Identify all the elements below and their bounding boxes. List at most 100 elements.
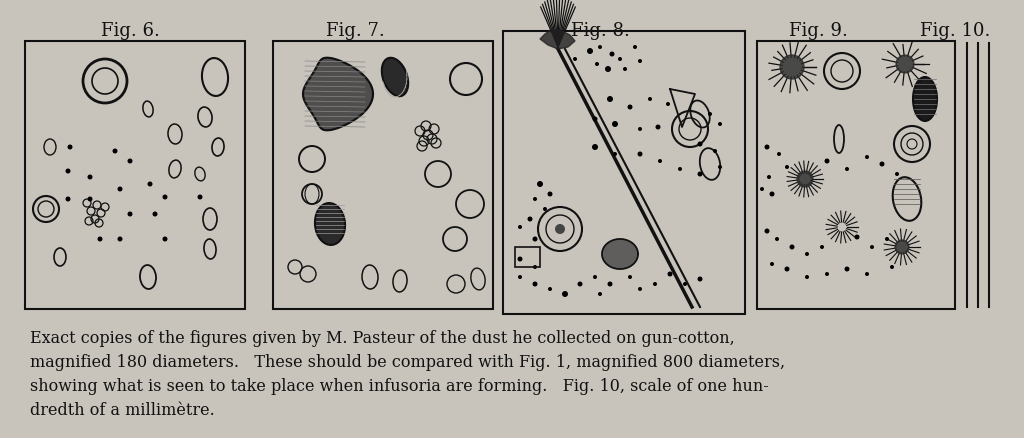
Circle shape	[607, 97, 613, 103]
Circle shape	[118, 187, 123, 192]
Bar	[503, 32, 745, 314]
Polygon shape	[540, 30, 575, 50]
Circle shape	[527, 217, 532, 222]
Circle shape	[628, 105, 633, 110]
Circle shape	[534, 198, 537, 201]
Circle shape	[153, 212, 158, 217]
Circle shape	[518, 276, 522, 279]
Circle shape	[785, 166, 790, 170]
Circle shape	[618, 58, 622, 62]
Circle shape	[87, 175, 92, 180]
Circle shape	[118, 237, 123, 242]
Circle shape	[824, 159, 829, 164]
Circle shape	[870, 245, 874, 249]
Circle shape	[592, 145, 598, 151]
Circle shape	[532, 237, 538, 242]
Circle shape	[767, 176, 771, 180]
Circle shape	[113, 149, 118, 154]
Circle shape	[784, 267, 790, 272]
Circle shape	[548, 287, 552, 291]
Circle shape	[555, 225, 565, 234]
Circle shape	[593, 117, 597, 122]
Circle shape	[718, 166, 722, 170]
Circle shape	[638, 152, 642, 157]
Circle shape	[543, 208, 547, 212]
Circle shape	[865, 155, 869, 159]
Text: showing what is seen to take place when infusoria are forming.   Fig. 10, scale : showing what is seen to take place when …	[30, 377, 769, 394]
Text: magnified 180 diameters.   These should be compared with Fig. 1, magnified 800 d: magnified 180 diameters. These should be…	[30, 353, 785, 370]
Text: Fig. 8.: Fig. 8.	[570, 22, 630, 40]
Circle shape	[770, 262, 774, 266]
Circle shape	[708, 113, 712, 117]
Circle shape	[683, 283, 687, 286]
Circle shape	[885, 237, 889, 241]
Ellipse shape	[315, 204, 345, 245]
Circle shape	[595, 63, 599, 67]
Circle shape	[593, 276, 597, 279]
Circle shape	[87, 197, 92, 202]
Circle shape	[825, 272, 829, 276]
Text: dredth of a millimètre.: dredth of a millimètre.	[30, 401, 215, 418]
Circle shape	[648, 98, 652, 102]
Polygon shape	[602, 240, 638, 269]
Circle shape	[854, 235, 859, 240]
Circle shape	[128, 159, 132, 164]
Circle shape	[548, 192, 553, 197]
Bar	[757, 42, 955, 309]
Circle shape	[655, 125, 660, 130]
Circle shape	[587, 49, 593, 55]
Circle shape	[845, 168, 849, 172]
Bar	[273, 42, 493, 309]
Circle shape	[777, 153, 781, 157]
Ellipse shape	[382, 59, 409, 97]
Circle shape	[697, 172, 702, 177]
Circle shape	[198, 195, 203, 200]
Circle shape	[666, 103, 670, 107]
Text: Fig. 10.: Fig. 10.	[920, 22, 990, 40]
Circle shape	[633, 46, 637, 50]
Circle shape	[562, 291, 568, 297]
Circle shape	[769, 192, 774, 197]
Circle shape	[765, 145, 769, 150]
Circle shape	[790, 245, 795, 250]
Circle shape	[718, 123, 722, 127]
Circle shape	[697, 142, 702, 147]
Circle shape	[678, 168, 682, 172]
Circle shape	[598, 292, 602, 297]
Bar	[515, 247, 540, 267]
Circle shape	[805, 276, 809, 279]
Circle shape	[163, 237, 168, 242]
Circle shape	[607, 282, 612, 287]
Circle shape	[97, 237, 102, 242]
Circle shape	[713, 150, 717, 154]
Circle shape	[775, 237, 779, 241]
Circle shape	[653, 283, 657, 286]
Circle shape	[68, 145, 73, 150]
Circle shape	[697, 277, 702, 282]
Circle shape	[638, 128, 642, 132]
Circle shape	[573, 58, 577, 62]
Circle shape	[765, 229, 769, 234]
Text: Fig. 6.: Fig. 6.	[100, 22, 160, 40]
Circle shape	[890, 265, 894, 269]
Text: Fig. 7.: Fig. 7.	[326, 22, 384, 40]
Circle shape	[623, 68, 627, 72]
Circle shape	[638, 287, 642, 291]
Circle shape	[598, 46, 602, 50]
Circle shape	[66, 169, 71, 174]
Circle shape	[534, 265, 537, 269]
Circle shape	[605, 67, 611, 73]
Circle shape	[658, 159, 662, 164]
Circle shape	[612, 122, 618, 128]
Circle shape	[532, 282, 538, 287]
Polygon shape	[797, 172, 813, 187]
Text: Exact copies of the figures given by M. Pasteur of the dust he collected on gun-: Exact copies of the figures given by M. …	[30, 329, 735, 346]
Circle shape	[668, 272, 673, 277]
Text: Fig. 9.: Fig. 9.	[788, 22, 848, 40]
Circle shape	[578, 282, 583, 287]
Circle shape	[609, 53, 614, 57]
Circle shape	[147, 182, 153, 187]
Circle shape	[805, 252, 809, 256]
Polygon shape	[303, 59, 373, 131]
Circle shape	[638, 60, 642, 64]
